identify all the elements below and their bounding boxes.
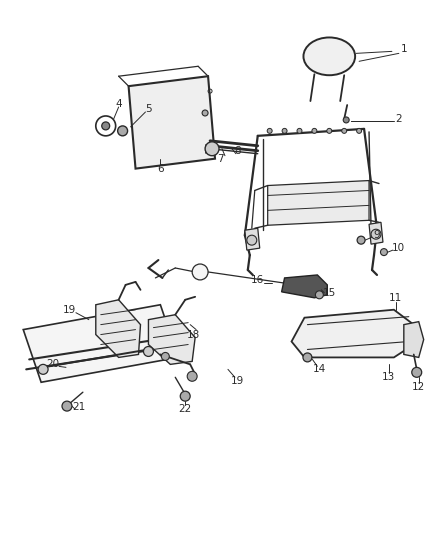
Circle shape bbox=[303, 353, 312, 362]
Circle shape bbox=[180, 391, 190, 401]
Polygon shape bbox=[282, 275, 327, 298]
Circle shape bbox=[312, 128, 317, 133]
Text: 6: 6 bbox=[157, 164, 164, 174]
Circle shape bbox=[357, 236, 365, 244]
Text: 18: 18 bbox=[187, 329, 200, 340]
Polygon shape bbox=[369, 222, 383, 244]
Circle shape bbox=[371, 229, 381, 239]
Text: 9: 9 bbox=[374, 230, 380, 240]
Circle shape bbox=[343, 117, 349, 123]
Text: 5: 5 bbox=[145, 104, 152, 114]
Text: 21: 21 bbox=[72, 402, 85, 412]
Circle shape bbox=[192, 264, 208, 280]
Circle shape bbox=[412, 367, 422, 377]
Polygon shape bbox=[268, 181, 369, 225]
Text: 10: 10 bbox=[392, 243, 406, 253]
Circle shape bbox=[247, 235, 257, 245]
Circle shape bbox=[62, 401, 72, 411]
Circle shape bbox=[161, 352, 170, 360]
Text: 20: 20 bbox=[46, 359, 60, 369]
Circle shape bbox=[202, 110, 208, 116]
Text: 4: 4 bbox=[115, 99, 122, 109]
Text: 11: 11 bbox=[389, 293, 403, 303]
Circle shape bbox=[327, 128, 332, 133]
Circle shape bbox=[357, 128, 362, 133]
Circle shape bbox=[205, 142, 219, 156]
Text: 19: 19 bbox=[62, 305, 76, 314]
Polygon shape bbox=[96, 300, 141, 358]
Circle shape bbox=[297, 128, 302, 133]
Circle shape bbox=[381, 248, 388, 255]
Text: 12: 12 bbox=[412, 382, 425, 392]
Text: 16: 16 bbox=[251, 275, 265, 285]
Text: 2: 2 bbox=[396, 114, 402, 124]
Circle shape bbox=[102, 122, 110, 130]
Text: 1: 1 bbox=[400, 44, 407, 54]
Text: 7: 7 bbox=[217, 154, 223, 164]
Text: 8: 8 bbox=[235, 146, 241, 156]
Polygon shape bbox=[292, 310, 414, 358]
Text: 14: 14 bbox=[313, 365, 326, 374]
Ellipse shape bbox=[304, 37, 355, 75]
Text: 22: 22 bbox=[179, 404, 192, 414]
Text: 19: 19 bbox=[231, 376, 244, 386]
Text: 15: 15 bbox=[323, 288, 336, 298]
Circle shape bbox=[187, 372, 197, 381]
Polygon shape bbox=[148, 314, 195, 365]
Circle shape bbox=[267, 128, 272, 133]
Polygon shape bbox=[245, 228, 260, 250]
Circle shape bbox=[38, 365, 48, 374]
Polygon shape bbox=[404, 321, 424, 358]
Circle shape bbox=[144, 346, 153, 357]
Circle shape bbox=[282, 128, 287, 133]
Polygon shape bbox=[23, 305, 178, 382]
Circle shape bbox=[118, 126, 127, 136]
Circle shape bbox=[342, 128, 347, 133]
Circle shape bbox=[315, 291, 323, 299]
Text: 13: 13 bbox=[382, 372, 396, 382]
Polygon shape bbox=[129, 76, 215, 168]
